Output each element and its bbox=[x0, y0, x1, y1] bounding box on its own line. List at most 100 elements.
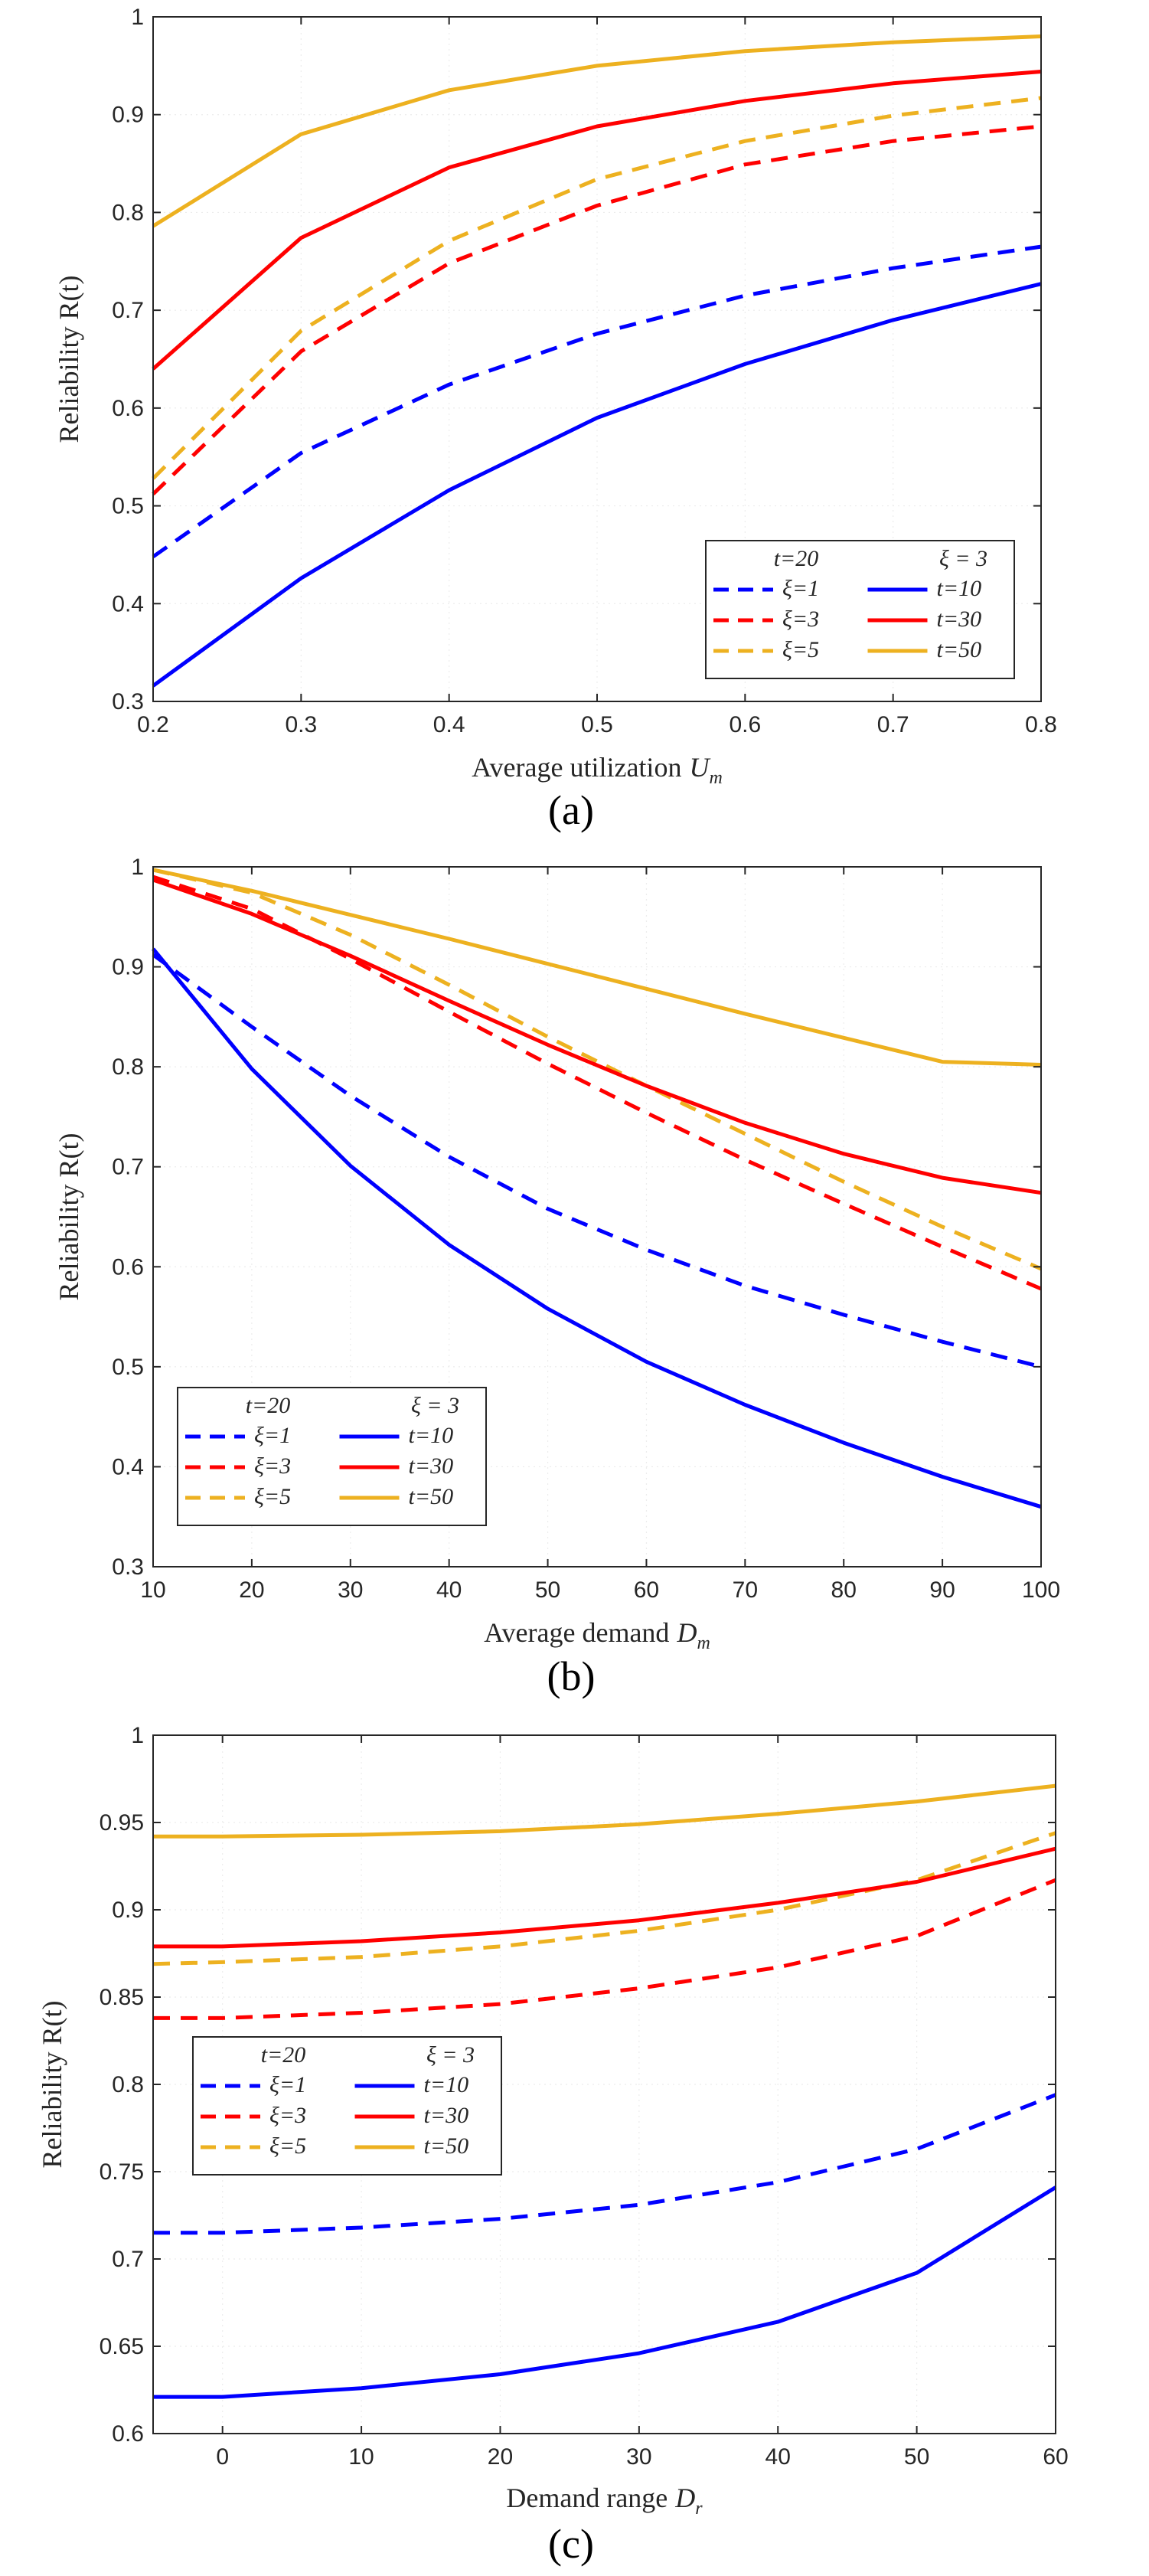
y-tick-label: 1 bbox=[131, 5, 144, 30]
series-group bbox=[152, 34, 1042, 688]
legend: t=20 ξ = 3 ξ=1 ξ=3 ξ=5 t=10 t=30 t=50 bbox=[705, 540, 1015, 679]
legend: t=20 ξ = 3 ξ=1 ξ=3 ξ=5 t=10 t=30 t=50 bbox=[192, 2036, 502, 2176]
legend-header: t=20 bbox=[261, 2042, 306, 2068]
x-tick-label: 10 bbox=[348, 2444, 374, 2470]
y-tick-label: 0.95 bbox=[100, 1810, 144, 1836]
y-tick-label: 0.7 bbox=[112, 2247, 144, 2272]
legend-header: ξ = 3 bbox=[411, 1393, 459, 1418]
legend-entry: t=50 bbox=[409, 1484, 454, 1509]
series-line-dashed-1 bbox=[153, 1878, 1056, 2020]
series-line-dashed-2 bbox=[152, 96, 1042, 480]
y-tick-label: 0.4 bbox=[112, 1454, 144, 1479]
y-tick-label: 0.5 bbox=[112, 494, 144, 519]
x-axis-label-var: U bbox=[689, 752, 710, 783]
panel-caption: (b) bbox=[547, 1653, 596, 1699]
legend-entry: t=10 bbox=[409, 1423, 454, 1448]
series-line-solid-3 bbox=[152, 282, 1042, 688]
x-axis-label-sub: m bbox=[709, 768, 722, 788]
x-axis-label-sub: m bbox=[697, 1633, 710, 1653]
legend-header: t=20 bbox=[774, 546, 819, 571]
legend-entry: t=50 bbox=[937, 637, 982, 662]
series-line-solid-3 bbox=[152, 947, 1042, 1509]
series-line-dashed-0 bbox=[153, 2093, 1056, 2235]
y-axis-label: Reliability R(t) bbox=[54, 276, 84, 443]
y-tick-label: 0.3 bbox=[112, 1554, 144, 1580]
legend: t=20 ξ = 3 ξ=1 ξ=3 ξ=5 t=10 t=30 t=50 bbox=[177, 1387, 487, 1526]
legend-entry: t=30 bbox=[409, 1453, 454, 1479]
y-tick-label: 1 bbox=[131, 855, 144, 880]
series-line-dashed-0 bbox=[152, 953, 1042, 1369]
legend-header: t=20 bbox=[246, 1393, 291, 1418]
series-line-solid-3 bbox=[153, 2185, 1057, 2399]
x-tick-label: 70 bbox=[733, 1577, 758, 1603]
series-line-solid-4 bbox=[152, 878, 1042, 1195]
series-line-solid-4 bbox=[152, 70, 1042, 371]
x-axis-label-text: Demand range bbox=[506, 2483, 668, 2513]
series-line-solid-5 bbox=[152, 868, 1042, 1067]
legend-entry: ξ=3 bbox=[782, 606, 819, 632]
series-line-solid-5 bbox=[152, 34, 1042, 228]
legend-entry: t=50 bbox=[424, 2133, 469, 2159]
legend-entry: ξ=3 bbox=[254, 1453, 291, 1479]
y-tick-label: 0.3 bbox=[112, 689, 144, 714]
x-axis-label: Demand range Dr bbox=[506, 2483, 703, 2519]
x-tick-label: 40 bbox=[436, 1577, 462, 1603]
x-tick-label: 0.7 bbox=[877, 712, 909, 737]
chart-panel-c: 0 10 20 30 40 50 60 0.6 0.65 0.7 0.75 0.8 0.85 0.9 0.9… bbox=[37, 1723, 1069, 2567]
y-axis-label: Reliability R(t) bbox=[37, 2001, 67, 2169]
y-tick-label: 0.7 bbox=[112, 298, 144, 323]
legend-entry: ξ=5 bbox=[269, 2133, 306, 2159]
series-group bbox=[152, 868, 1042, 1509]
x-axis-label-sub: r bbox=[695, 2499, 703, 2519]
legend-entry: t=10 bbox=[424, 2072, 469, 2097]
x-tick-label: 0.4 bbox=[433, 712, 465, 737]
x-tick-label: 0.3 bbox=[285, 712, 317, 737]
x-axis-label-var: D bbox=[676, 1617, 697, 1648]
y-tick-label: 0.4 bbox=[112, 591, 144, 616]
y-tick-label: 0.8 bbox=[112, 1054, 144, 1080]
panel-caption: (a) bbox=[548, 787, 594, 833]
series-line-dashed-0 bbox=[152, 244, 1042, 559]
y-tick-label: 1 bbox=[131, 1723, 144, 1748]
x-tick-label: 60 bbox=[1043, 2444, 1068, 2470]
x-tick-label: 0.5 bbox=[581, 712, 613, 737]
x-tick-label: 50 bbox=[904, 2444, 929, 2470]
legend-header: ξ = 3 bbox=[426, 2042, 475, 2068]
y-tick-label: 0.5 bbox=[112, 1355, 144, 1380]
x-tick-label: 30 bbox=[338, 1577, 363, 1603]
y-tick-label: 0.6 bbox=[112, 1254, 144, 1280]
legend-entry: t=10 bbox=[937, 576, 982, 601]
x-axis-label: Average utilization Um bbox=[472, 752, 723, 788]
x-tick-label: 50 bbox=[535, 1577, 560, 1603]
legend-box bbox=[177, 1387, 487, 1526]
series-line-dashed-1 bbox=[152, 124, 1042, 495]
x-axis-label: Average demand Dm bbox=[484, 1617, 710, 1653]
series-line-solid-5 bbox=[153, 1783, 1056, 1839]
legend-entry: ξ=1 bbox=[782, 576, 819, 601]
legend-box bbox=[192, 2036, 502, 2176]
x-axis-label-text: Average utilization bbox=[472, 752, 681, 783]
x-tick-label: 40 bbox=[765, 2444, 791, 2470]
x-tick-label: 0 bbox=[216, 2444, 229, 2470]
y-tick-label: 0.6 bbox=[112, 2421, 144, 2447]
x-tick-label: 0.6 bbox=[729, 712, 761, 737]
y-tick-label: 0.7 bbox=[112, 1155, 144, 1180]
y-tick-label: 0.9 bbox=[112, 103, 144, 128]
y-tick-label: 0.9 bbox=[112, 955, 144, 980]
legend-entry: ξ=5 bbox=[254, 1484, 291, 1509]
x-tick-label: 10 bbox=[140, 1577, 165, 1603]
x-tick-label: 30 bbox=[626, 2444, 651, 2470]
x-tick-label: 90 bbox=[929, 1577, 955, 1603]
legend-entry: ξ=1 bbox=[254, 1423, 291, 1448]
y-tick-label: 0.75 bbox=[100, 2159, 144, 2185]
legend-box bbox=[705, 540, 1015, 679]
series-line-solid-4 bbox=[153, 1846, 1056, 1949]
y-axis-label: Reliability R(t) bbox=[54, 1133, 84, 1301]
x-axis-label-text: Average demand bbox=[484, 1617, 669, 1648]
panel-caption: (c) bbox=[548, 2521, 594, 2567]
y-tick-label: 0.65 bbox=[100, 2334, 144, 2359]
x-tick-label: 20 bbox=[239, 1577, 264, 1603]
x-tick-label: 60 bbox=[634, 1577, 659, 1603]
chart-panel-b: 10 20 30 40 50 60 70 80 90 100 0.3 0.4 0.5 0.6 0.7 0.8 0… bbox=[54, 855, 1060, 1699]
